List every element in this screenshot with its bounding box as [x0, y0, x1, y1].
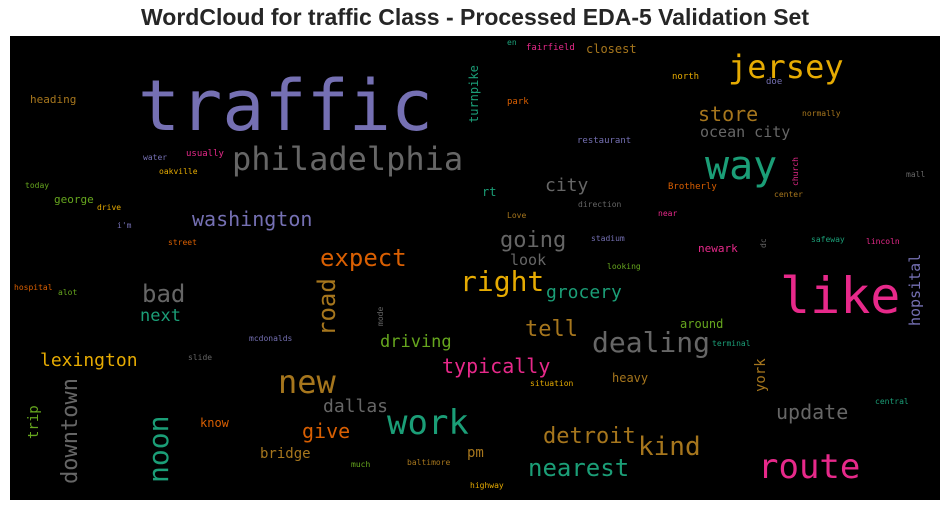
word-dealing: dealing: [592, 326, 711, 359]
word-center: center: [774, 190, 803, 199]
word-rt: rt: [482, 185, 497, 199]
word-near: near: [658, 209, 678, 218]
word-york: york: [753, 358, 769, 392]
word-park: park: [507, 97, 529, 107]
word-road: road: [313, 278, 341, 336]
word-like: like: [780, 267, 901, 325]
word-philadelphia: philadelphia: [232, 140, 464, 178]
word-safeway: safeway: [811, 235, 845, 244]
word-baltimore: baltimore: [407, 458, 451, 467]
word-turnpike: turnpike: [467, 65, 481, 123]
word-going: going: [500, 228, 567, 253]
word-hopsital: hopsital: [906, 253, 924, 326]
word-water: water: [143, 153, 168, 162]
word-dc: dc: [759, 238, 768, 248]
word-kind: kind: [638, 432, 701, 462]
figure-title: WordCloud for traffic Class - Processed …: [141, 4, 809, 30]
word-usually: usually: [186, 149, 224, 159]
word-grocery: grocery: [546, 282, 622, 303]
word-right: right: [460, 265, 545, 298]
word-today: today: [25, 181, 50, 190]
word-heading: heading: [30, 93, 77, 106]
word-looking: looking: [607, 262, 641, 271]
word-slide: slide: [188, 353, 213, 362]
word-newark: newark: [698, 242, 738, 255]
word-im: i'm: [117, 221, 132, 230]
word-route: route: [758, 447, 861, 487]
word-new: new: [278, 363, 336, 401]
word-typically: typically: [442, 354, 551, 378]
word-george: george: [54, 193, 94, 206]
word-ocean-city: ocean city: [700, 123, 791, 141]
word-bad: bad: [142, 280, 186, 308]
word-brotherly: Brotherly: [668, 182, 717, 192]
word-downtown: downtown: [58, 378, 83, 484]
word-give: give: [302, 419, 351, 443]
word-cloud: traffic like way jersey philadelphia rou…: [10, 36, 940, 500]
word-north: north: [672, 72, 700, 82]
word-driving: driving: [380, 332, 452, 352]
word-washington: washington: [192, 207, 313, 231]
word-oakville: oakville: [159, 167, 198, 176]
word-direction: direction: [578, 200, 622, 209]
word-hospital: hospital: [14, 283, 53, 292]
word-around: around: [680, 317, 724, 331]
word-next: next: [140, 306, 181, 326]
word-lexington: lexington: [40, 350, 138, 371]
word-fairfield: fairfield: [526, 43, 575, 53]
word-central: central: [875, 397, 909, 406]
word-restaurant: restaurant: [577, 136, 632, 146]
word-bridge: bridge: [260, 446, 311, 462]
word-noon: noon: [142, 415, 175, 483]
word-know: know: [200, 416, 229, 430]
word-love: Love: [507, 211, 527, 220]
word-heavy: heavy: [612, 371, 649, 385]
word-work: work: [387, 403, 469, 443]
word-tell: tell: [525, 317, 578, 342]
word-doe: doe: [766, 77, 783, 87]
word-pm: pm: [467, 445, 484, 461]
word-drive: drive: [97, 203, 122, 212]
word-dallas: dallas: [323, 396, 389, 417]
word-nearest: nearest: [528, 454, 630, 482]
word-jersey: jersey: [728, 48, 844, 86]
word-closest: closest: [586, 42, 637, 56]
word-city: city: [545, 175, 589, 196]
word-traffic: traffic: [138, 65, 434, 147]
word-en: en: [507, 38, 517, 47]
word-way: way: [705, 143, 778, 189]
word-look: look: [510, 251, 547, 269]
word-store: store: [698, 102, 759, 126]
word-mode: mode: [376, 306, 385, 326]
word-situation: situation: [530, 379, 574, 388]
word-stadium: stadium: [591, 234, 625, 243]
word-street: street: [168, 238, 197, 247]
word-trip: trip: [26, 405, 42, 439]
word-lincoln: lincoln: [866, 237, 900, 246]
word-update: update: [776, 400, 849, 424]
word-much: much: [351, 460, 371, 469]
word-church: church: [791, 157, 800, 186]
word-expect: expect: [320, 244, 407, 272]
word-terminal: terminal: [712, 339, 751, 348]
word-mall: mall: [906, 170, 926, 179]
word-alot: alot: [58, 288, 78, 297]
word-mcdonalds: mcdonalds: [249, 334, 293, 343]
word-highway: highway: [470, 481, 504, 490]
word-normally: normally: [802, 109, 841, 118]
word-detroit: detroit: [543, 424, 636, 449]
